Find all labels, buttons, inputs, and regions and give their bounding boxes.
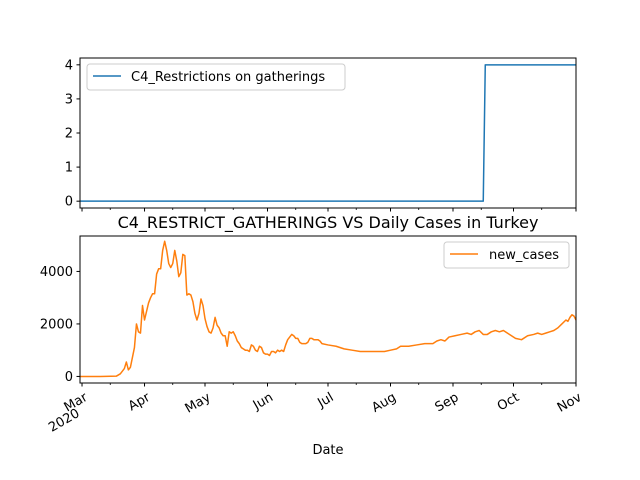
bottom-y-ticks: 0 2000 4000: [40, 265, 80, 385]
top-legend-label: C4_Restrictions on gatherings: [131, 70, 325, 85]
y-tick-label: 2: [65, 127, 73, 142]
y-tick-label: 3: [65, 92, 73, 107]
bottom-chart-title: C4_RESTRICT_GATHERINGS VS Daily Cases in…: [118, 213, 539, 233]
top-legend-box: [86, 63, 346, 91]
y-tick-label: 0: [65, 370, 73, 385]
bottom-series-layer: [80, 240, 577, 378]
top-subplot: 0 1 2 3 4 C4_Restrictions on gatherings: [65, 57, 577, 212]
bottom-legend: new_cases: [443, 241, 570, 269]
y-tick-label: 2000: [40, 317, 73, 332]
series-line-0: [80, 64, 576, 202]
y-tick-label: 4: [65, 58, 73, 73]
top-axes-frame: [79, 57, 577, 209]
top-y-ticks: 0 1 2 3 4: [65, 58, 80, 210]
x-tick-label: Jul: [314, 390, 336, 411]
bottom-legend-label: new_cases: [489, 248, 559, 263]
y-tick-label: 4000: [40, 265, 73, 280]
bottom-x-axis-label: Date: [312, 443, 343, 458]
top-series-layer: [80, 64, 576, 202]
top-legend: C4_Restrictions on gatherings: [86, 63, 346, 91]
y-tick-label: 1: [65, 161, 73, 176]
series-line-0: [80, 240, 577, 378]
bottom-axes-frame: [79, 235, 577, 384]
y-tick-label: 0: [65, 195, 73, 210]
bottom-legend-box: [443, 241, 570, 269]
